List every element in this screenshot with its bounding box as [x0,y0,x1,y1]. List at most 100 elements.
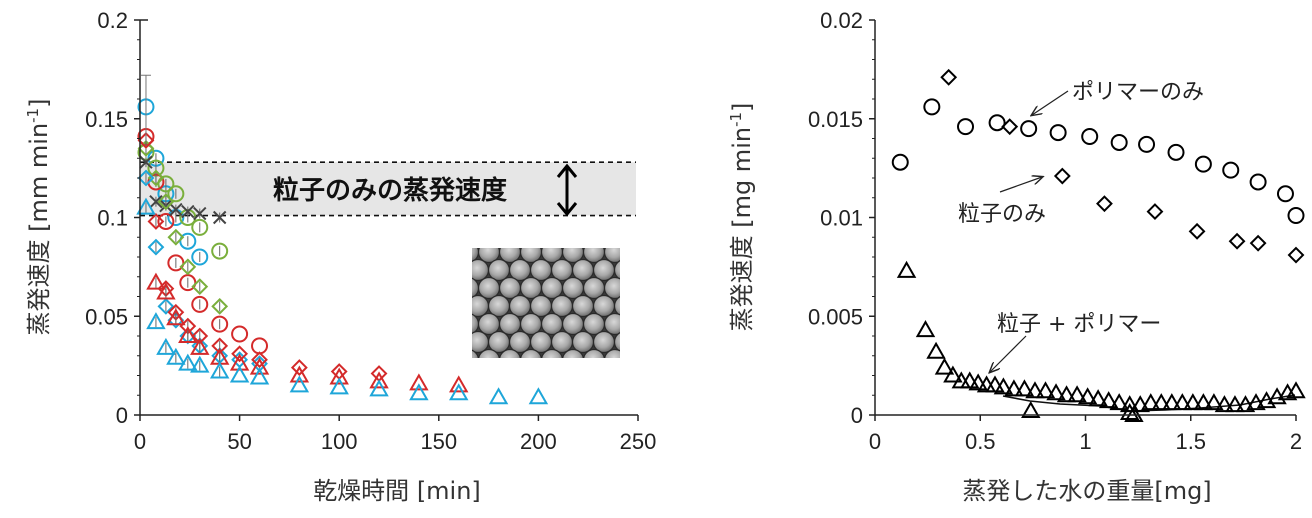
data-point [178,353,198,371]
evaporation-band [140,162,636,216]
data-point [993,377,1014,395]
data-point [147,238,165,256]
data-point [1276,185,1294,203]
x-tick-label: 0 [134,429,146,454]
data-point [249,367,270,385]
left-y-axis-title: 蒸発速度 [mm min-1] [24,99,53,336]
data-point [212,210,227,225]
particle-image-dot [626,242,647,263]
arrow-particle-polymer [990,335,1027,372]
data-point [156,337,176,355]
data-point [1193,393,1214,411]
particle-image-dot [636,296,657,317]
particle-image-dot [626,350,647,371]
data-point [1067,385,1087,403]
data-point [1130,395,1150,413]
data-point [166,347,186,365]
data-point [985,375,1005,393]
data-point [1286,381,1306,399]
data-point [1119,403,1140,421]
data-point [209,361,230,379]
data-point [157,212,175,230]
x-tick-label: 0 [869,429,881,454]
data-point [190,355,210,373]
x-tick-label: 0.5 [965,429,996,454]
data-point [146,312,166,330]
x-tick-label: 2 [1290,429,1302,454]
data-point [1146,203,1164,220]
data-point [329,377,349,395]
data-point [934,357,955,375]
data-point [136,197,156,215]
data-point [137,169,155,187]
data-point [1188,222,1206,240]
particle-image-dot [613,260,620,280]
particle-image-dot [472,330,490,354]
y-tick-label: 0.01 [820,206,863,231]
error-bar [140,74,151,139]
data-point [169,202,183,217]
data-point [1077,387,1098,405]
data-point [369,371,389,389]
data-point [1035,381,1056,399]
data-point [926,341,946,359]
particle-image-dot [636,260,657,281]
data-point [940,68,958,86]
data-point [1183,393,1203,411]
data-point [409,373,429,391]
data-point [1228,232,1246,250]
data-point [1141,393,1161,411]
data-point [157,297,175,315]
data-point [957,118,975,136]
data-point [448,383,469,401]
data-point [915,320,936,338]
particle-image-dot [613,332,620,352]
data-point [1021,401,1041,419]
data-point [289,375,310,393]
data-point [369,379,389,397]
y-tick-label: 0 [851,403,863,428]
data-point [229,365,250,383]
data-point [1056,385,1077,403]
data-point [137,132,155,149]
data-point [1162,393,1182,411]
left-chart: 蒸発速度 [mm min-1] 乾燥時間 [min] 粒子のみの蒸発速度 [24,8,657,505]
y-tick-label: 0.005 [808,304,863,329]
data-point [146,272,166,290]
data-point [178,325,198,343]
data-point [229,353,250,371]
particle-image-dot [636,332,657,353]
data-point [289,365,310,383]
annotation-particle-polymer: 粒子 + ポリマー [997,312,1161,337]
band-double-arrow [556,163,578,217]
particle-image-dot [603,248,620,264]
data-point [1167,143,1185,161]
data-point [1020,120,1038,138]
data-point [1222,161,1240,179]
data-point [157,193,175,211]
data-point [1109,393,1129,411]
data-point [290,359,308,377]
y-tick-label: 0.1 [97,206,128,231]
data-point [528,387,549,405]
data-point [191,218,209,236]
particle-image-dot [472,258,490,282]
data-point [329,367,349,385]
data-point [211,297,229,315]
particle-image-dot [499,348,521,358]
annotation-particle-only: 粒子のみ [958,202,1046,227]
left-series-7 [146,272,469,393]
right-chart: 蒸発速度 [mg min-1] 蒸発した水の重量[mg] ポリマーのみ 粒子のみ… [727,8,1306,505]
data-point [1249,234,1267,252]
data-point [1098,391,1119,409]
data-point [191,295,209,313]
data-point [1235,395,1256,413]
data-point [1214,395,1235,413]
data-point [1124,404,1144,422]
data-point [943,365,963,383]
right-series-0 [891,98,1305,225]
data-point [1096,195,1113,213]
data-point [1249,173,1267,191]
particle-image-dot [520,348,542,358]
